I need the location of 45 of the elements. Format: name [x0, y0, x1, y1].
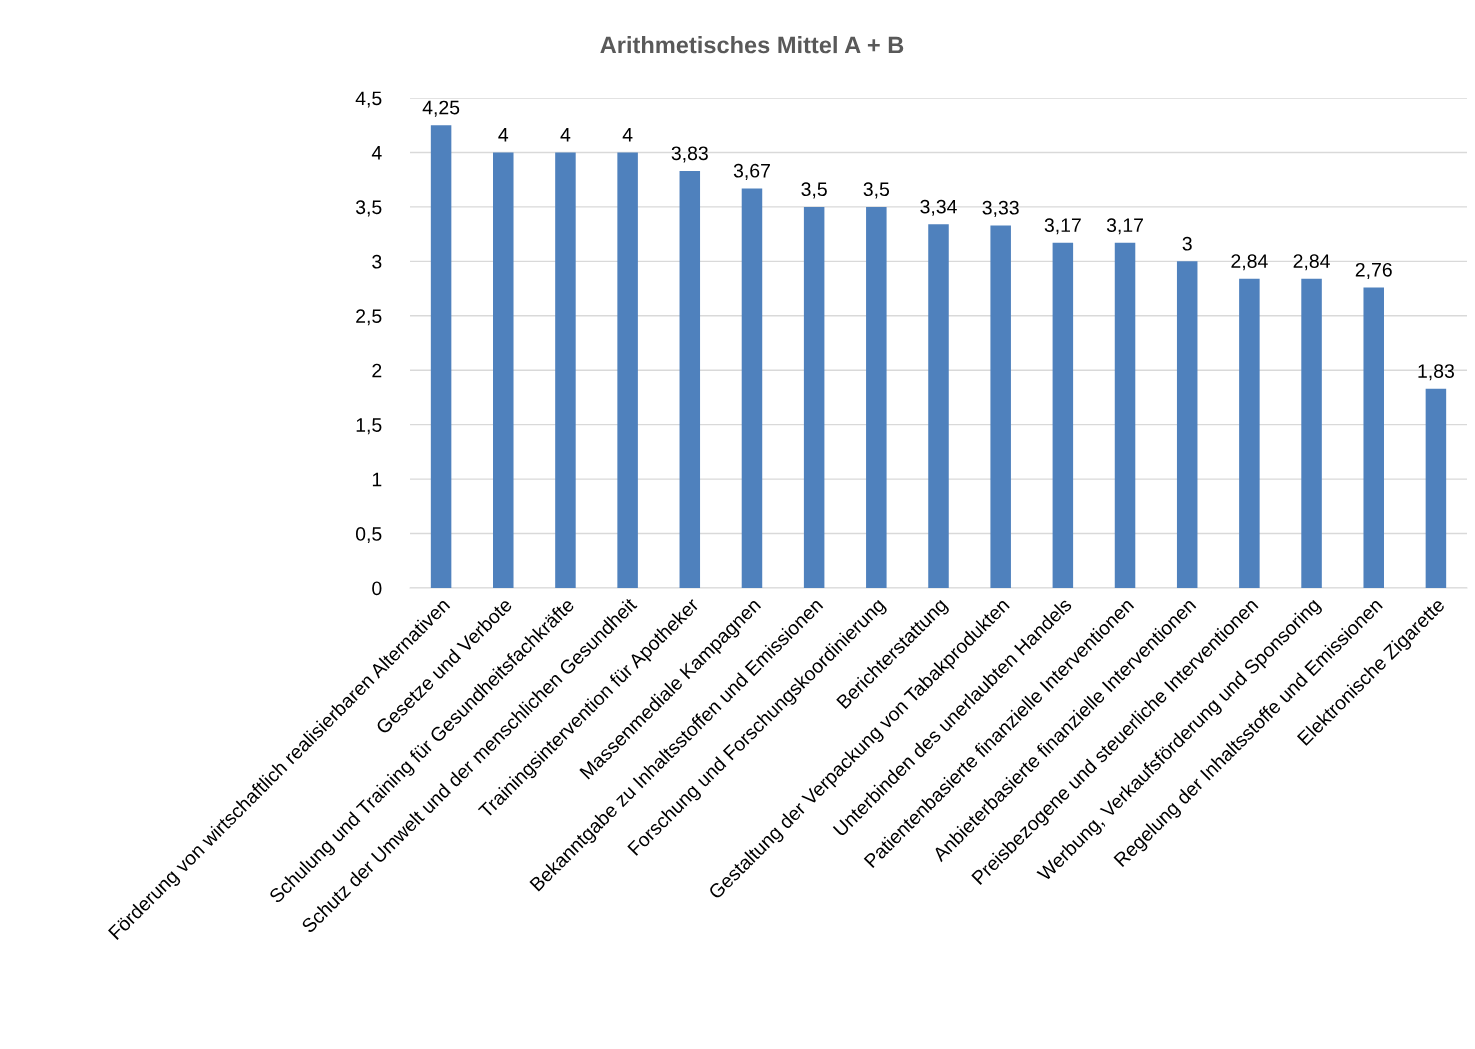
data-label: 2,84 — [1231, 254, 1268, 271]
data-label: 3 — [1182, 236, 1192, 251]
bar — [741, 188, 763, 588]
bar — [866, 206, 887, 588]
bar — [1114, 242, 1136, 588]
y-tick-label: 2,5 — [356, 309, 382, 326]
bar — [1301, 278, 1322, 588]
bar — [1239, 278, 1260, 588]
chart-title: Arithmetisches Mittel A + B — [600, 36, 904, 54]
y-tick-label: 3 — [372, 254, 382, 269]
data-label: 3,17 — [1106, 218, 1143, 235]
bar — [493, 152, 514, 588]
y-tick-label: 1,5 — [356, 418, 382, 435]
data-label: 3,34 — [920, 199, 957, 216]
bar — [990, 225, 1011, 588]
bar — [430, 125, 452, 588]
bar — [1052, 242, 1074, 588]
data-label: 4 — [498, 128, 509, 142]
y-tick-label: 1 — [372, 472, 382, 487]
y-tick-label: 4,5 — [355, 91, 382, 108]
y-tick-label: 2 — [372, 363, 382, 378]
data-label: 4,25 — [422, 100, 460, 117]
y-tick-label: 0,5 — [355, 527, 382, 544]
bar — [1176, 261, 1198, 588]
y-tick-label: 4 — [371, 146, 382, 160]
data-label: 3,33 — [982, 200, 1019, 217]
data-label: 1,83 — [1418, 364, 1454, 381]
bar — [617, 152, 638, 588]
bar — [1363, 287, 1384, 588]
data-label: 4 — [622, 128, 633, 142]
data-label: 2,84 — [1293, 254, 1330, 271]
bar — [555, 152, 576, 588]
data-label: 3,17 — [1044, 218, 1081, 235]
bar — [1425, 388, 1447, 588]
data-label: 3,5 — [863, 182, 890, 199]
data-label: 4 — [560, 128, 571, 142]
bar — [803, 206, 825, 588]
data-label: 3,83 — [671, 146, 708, 163]
bar — [928, 224, 949, 588]
y-tick-label: 0 — [372, 581, 382, 596]
data-label: 2,76 — [1355, 262, 1392, 279]
data-label: 3,67 — [733, 163, 770, 180]
y-tick-label: 3,5 — [355, 200, 382, 217]
data-label: 3,5 — [801, 182, 827, 199]
bar — [679, 170, 701, 588]
